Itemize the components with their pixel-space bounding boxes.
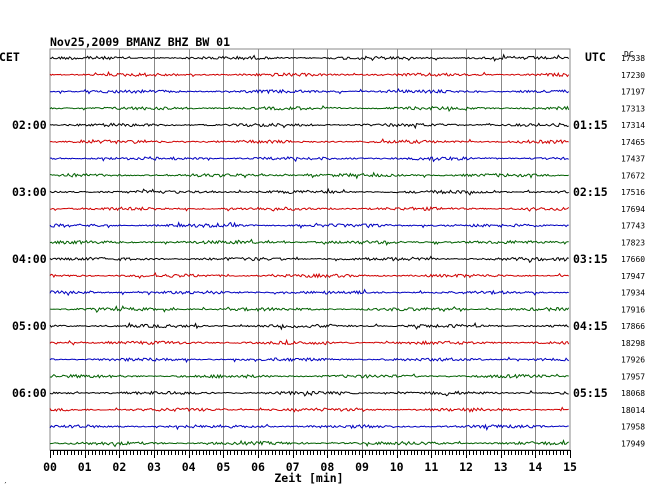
dc-value: 17743 bbox=[621, 222, 645, 231]
dc-value: 17949 bbox=[621, 439, 645, 448]
seismic-trace bbox=[49, 321, 569, 331]
seismic-trace bbox=[49, 122, 569, 130]
dc-value: 17957 bbox=[621, 372, 645, 381]
dc-value: 17866 bbox=[621, 322, 645, 331]
right-time-label: 04:15 bbox=[573, 319, 608, 333]
seismic-trace bbox=[49, 356, 570, 364]
x-tick-label: 02 bbox=[112, 460, 126, 474]
x-tick-label: 03 bbox=[147, 460, 161, 474]
corner-mark: ′ bbox=[3, 481, 8, 490]
left-time-labels: 02:00 03:00 04:00 05:00 06:00 bbox=[12, 118, 47, 400]
dc-value: 17916 bbox=[621, 305, 645, 314]
seismic-trace bbox=[49, 187, 569, 196]
right-time-label: 01:15 bbox=[573, 118, 608, 132]
seismic-trace bbox=[49, 87, 570, 95]
right-time-label: 02:15 bbox=[573, 185, 608, 199]
dc-value: 17437 bbox=[621, 155, 645, 164]
dc-value: 18014 bbox=[621, 406, 645, 415]
seismic-trace bbox=[49, 238, 569, 246]
seismic-trace bbox=[49, 138, 569, 145]
right-time-labels: 01:15 02:15 03:15 04:15 05:15 bbox=[573, 118, 608, 400]
x-tick-label: 09 bbox=[355, 460, 369, 474]
seismic-trace bbox=[49, 206, 570, 212]
plot-grid bbox=[49, 48, 571, 451]
plot-frame bbox=[49, 48, 571, 451]
left-time-label: 03:00 bbox=[12, 185, 47, 199]
seismic-trace bbox=[49, 255, 569, 264]
seismic-trace bbox=[49, 53, 570, 62]
x-tick-label: 01 bbox=[78, 460, 92, 474]
seismic-trace bbox=[49, 288, 569, 297]
left-time-label: 06:00 bbox=[12, 386, 47, 400]
seismic-trace bbox=[49, 423, 569, 432]
seismic-trace bbox=[49, 105, 570, 112]
right-time-label: 05:15 bbox=[573, 386, 608, 400]
x-tick-label: 00 bbox=[43, 460, 57, 474]
x-tick-label: 14 bbox=[528, 460, 542, 474]
left-time-label: 02:00 bbox=[12, 118, 47, 132]
seismic-trace bbox=[49, 221, 569, 229]
x-axis-label: Zeit [min] bbox=[274, 471, 343, 485]
seismic-trace bbox=[49, 338, 570, 346]
dc-value: 17660 bbox=[621, 255, 645, 264]
seismic-trace bbox=[49, 373, 569, 379]
x-tick-label: 04 bbox=[182, 460, 196, 474]
x-axis: 00 01 02 03 04 05 06 07 08 09 10 11 12 13 14 15 bbox=[43, 450, 577, 474]
seismic-trace bbox=[49, 70, 570, 78]
dc-value: 17516 bbox=[621, 188, 645, 197]
dc-value: 17934 bbox=[621, 289, 645, 298]
x-tick-label: 11 bbox=[424, 460, 438, 474]
x-tick-label: 07 bbox=[286, 460, 300, 474]
dc-value: 17926 bbox=[621, 356, 645, 365]
chart-title: Nov25,2009 BMANZ BHZ BW 01 bbox=[50, 35, 230, 49]
x-tick-label: 12 bbox=[459, 460, 473, 474]
dc-value: 17947 bbox=[621, 272, 645, 281]
dc-value: 17823 bbox=[621, 238, 645, 247]
seismic-trace bbox=[49, 272, 569, 280]
dc-value: 17338 bbox=[621, 54, 645, 63]
dc-value: 18298 bbox=[621, 339, 645, 348]
dc-value: 17694 bbox=[621, 205, 645, 214]
dc-value: 17314 bbox=[621, 121, 645, 130]
dc-value: 17230 bbox=[621, 71, 645, 80]
seismic-trace bbox=[49, 171, 569, 180]
dc-value: 17958 bbox=[621, 423, 645, 432]
dc-value: 17313 bbox=[621, 104, 645, 113]
left-time-label: 05:00 bbox=[12, 319, 47, 333]
x-tick-label: 15 bbox=[563, 460, 577, 474]
trace-group bbox=[49, 53, 570, 448]
x-tick-label: 08 bbox=[320, 460, 334, 474]
x-tick-label: 10 bbox=[390, 460, 404, 474]
seismic-trace bbox=[49, 390, 569, 397]
dc-value: 17465 bbox=[621, 138, 645, 147]
right-time-label: 03:15 bbox=[573, 252, 608, 266]
dc-value-labels: 17338 17230 17197 17313 17314 17465 17437 17672… bbox=[621, 54, 645, 448]
left-timezone-label: CET bbox=[0, 50, 20, 64]
dc-value: 18068 bbox=[621, 389, 645, 398]
seismic-trace bbox=[49, 155, 569, 163]
x-tick-label: 06 bbox=[251, 460, 265, 474]
dc-value: 17672 bbox=[621, 171, 645, 180]
x-tick-label: 13 bbox=[494, 460, 508, 474]
dc-header-label: DC bbox=[624, 50, 634, 59]
left-time-label: 04:00 bbox=[12, 252, 47, 266]
seismic-trace bbox=[49, 305, 570, 314]
seismic-trace bbox=[49, 439, 569, 448]
right-timezone-label: UTC bbox=[585, 50, 606, 64]
dc-value: 17197 bbox=[621, 88, 645, 97]
x-tick-label: 05 bbox=[216, 460, 230, 474]
seismic-trace bbox=[49, 406, 569, 413]
